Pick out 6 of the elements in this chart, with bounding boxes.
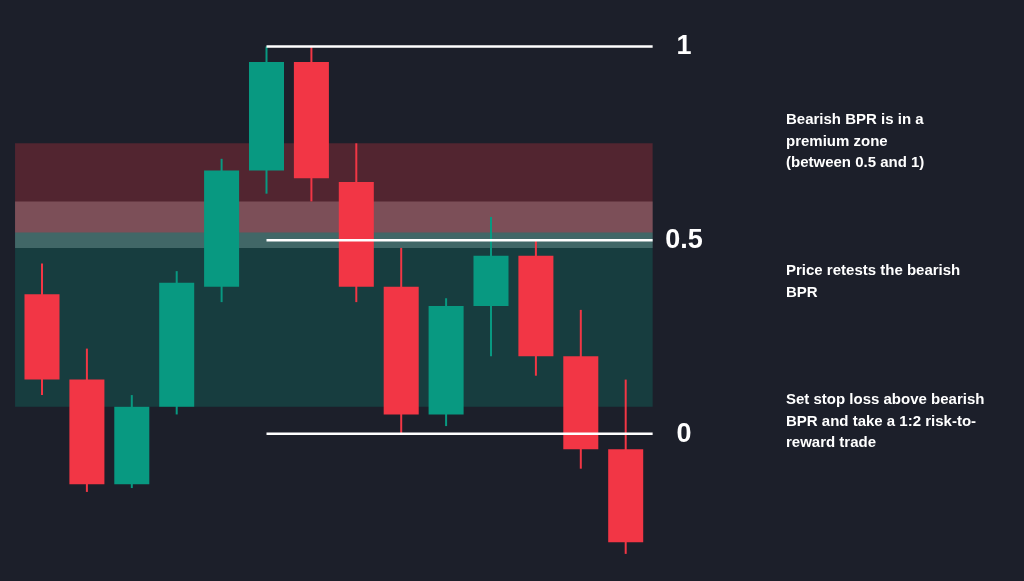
ref-line-label: 0 (676, 417, 692, 448)
ref-line-label: 1 (676, 30, 692, 61)
ref-line-label: 0.5 (665, 224, 703, 255)
text: Set stop loss above bearish BPR and take a 1:2 risk-to- reward trade (786, 390, 985, 450)
text: Price retests the bearish BPR (786, 261, 961, 300)
text: Bearish BPR is in a premium zone (between 0.5 and 1) (786, 110, 925, 170)
